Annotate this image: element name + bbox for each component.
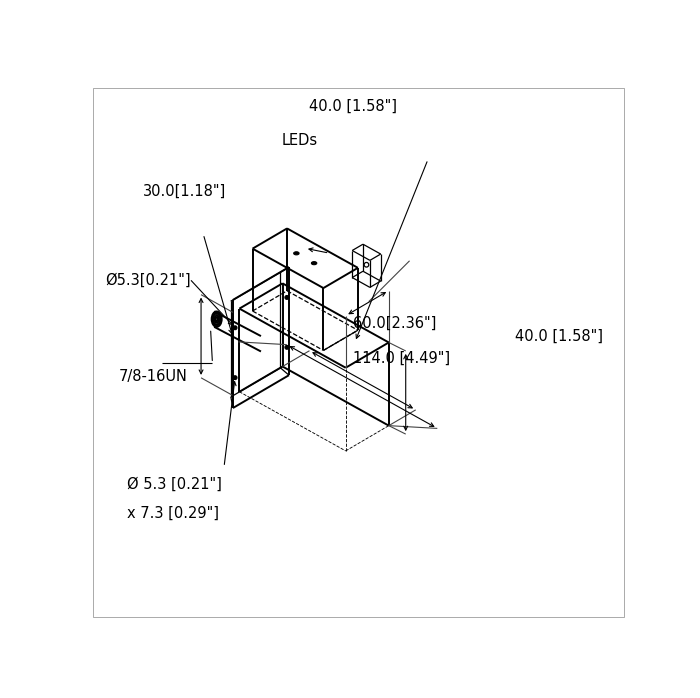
Ellipse shape bbox=[294, 252, 299, 255]
Text: x 7.3 [0.29"]: x 7.3 [0.29"] bbox=[127, 506, 219, 521]
Text: 7/8-16UN: 7/8-16UN bbox=[119, 369, 188, 384]
Text: Ø 5.3 [0.21"]: Ø 5.3 [0.21"] bbox=[127, 477, 222, 491]
Ellipse shape bbox=[285, 346, 289, 349]
Text: LEDs: LEDs bbox=[281, 133, 318, 148]
Ellipse shape bbox=[285, 295, 289, 299]
Text: Ø5.3[0.21"]: Ø5.3[0.21"] bbox=[106, 272, 191, 288]
Ellipse shape bbox=[312, 262, 317, 265]
Ellipse shape bbox=[233, 376, 237, 380]
Text: 60.0[2.36"]: 60.0[2.36"] bbox=[354, 315, 437, 330]
Ellipse shape bbox=[216, 317, 218, 321]
Text: 40.0 [1.58"]: 40.0 [1.58"] bbox=[515, 329, 603, 344]
Text: 40.0 [1.58"]: 40.0 [1.58"] bbox=[309, 98, 398, 113]
Text: 114.0 [4.49"]: 114.0 [4.49"] bbox=[354, 350, 451, 365]
Text: 30.0[1.18"]: 30.0[1.18"] bbox=[144, 184, 226, 199]
Ellipse shape bbox=[233, 326, 237, 329]
